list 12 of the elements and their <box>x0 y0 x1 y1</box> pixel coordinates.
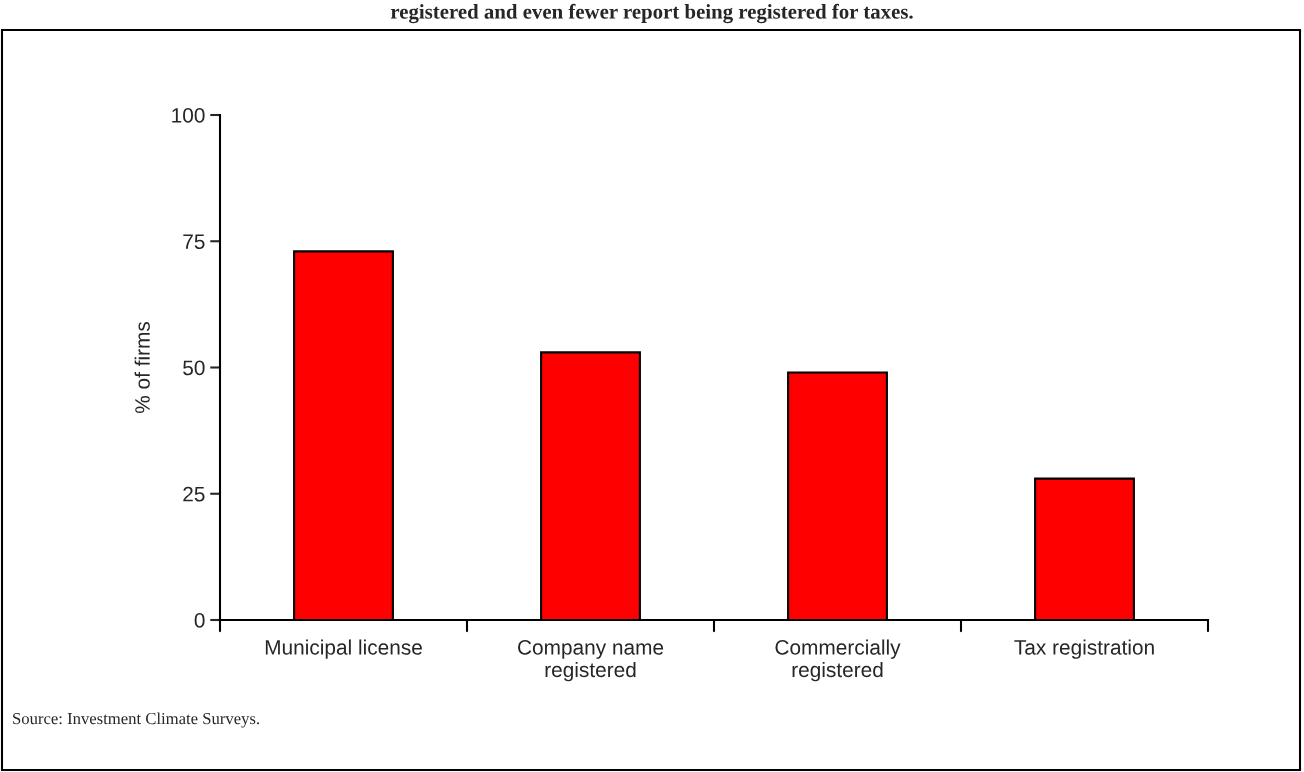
y-tick-label: 100 <box>172 108 205 123</box>
x-tick-label: Municipal license <box>265 639 422 659</box>
y-tick-label: 25 <box>183 486 205 502</box>
x-tick-label: Tax registration <box>1014 639 1154 659</box>
source-note: Source: Investment Climate Surveys. <box>13 712 259 728</box>
y-tick-label: 75 <box>183 234 205 249</box>
chart-title: registered and even fewer report being registered for taxes. <box>390 3 913 24</box>
y-tick-label: 0 <box>194 613 205 628</box>
x-tick-label: Company name registered <box>518 639 664 682</box>
x-tick-label: Commercially registered <box>775 639 901 682</box>
y-tick-label: 50 <box>183 360 205 376</box>
y-axis-title: % of firms <box>134 321 150 414</box>
